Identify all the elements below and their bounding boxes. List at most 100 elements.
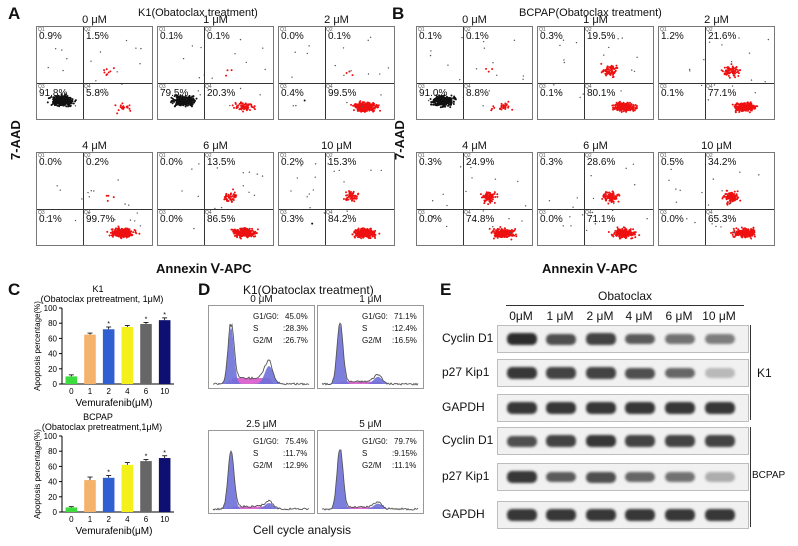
flow-dot-live bbox=[192, 98, 195, 101]
flow-dot-late bbox=[611, 194, 614, 197]
flow-dot-early bbox=[138, 232, 141, 235]
flow-dot-late bbox=[613, 72, 616, 75]
flow-dot-noise bbox=[492, 226, 494, 228]
flow-dot-noise bbox=[181, 190, 183, 192]
flow-dot-early bbox=[625, 110, 628, 113]
flow-dot-noise bbox=[93, 190, 95, 192]
flow-dot-late bbox=[602, 193, 605, 196]
flow-dot-early bbox=[514, 233, 517, 236]
flow-dot-early bbox=[627, 231, 630, 234]
flow-dot-early bbox=[118, 233, 121, 236]
flow-dot-late bbox=[230, 69, 233, 72]
flow-dot-early bbox=[360, 229, 363, 232]
flow-dot-early bbox=[238, 108, 241, 111]
flow-dose-label: 0 μM bbox=[82, 14, 107, 26]
cell-cycle-dose: 5 μM bbox=[359, 419, 382, 430]
flow-dot-early bbox=[114, 230, 117, 233]
flow-dot-noise bbox=[87, 212, 90, 214]
blot-row-label: GAPDH bbox=[442, 507, 485, 521]
bar bbox=[84, 480, 96, 512]
flow-q1-tag: Q1 bbox=[418, 153, 425, 159]
flow-dot-early bbox=[625, 231, 628, 234]
flow-dot-late bbox=[103, 71, 106, 74]
flow-dot-early bbox=[235, 232, 238, 235]
flow-dot-noise bbox=[125, 39, 128, 42]
flow-dot-live bbox=[441, 105, 444, 108]
flow-dot-noise bbox=[475, 68, 478, 70]
flow-dot-early bbox=[370, 105, 373, 108]
flow-scatter bbox=[46, 179, 142, 240]
flow-dot-early bbox=[620, 102, 623, 105]
flow-dot-live bbox=[181, 100, 184, 103]
flow-gate-vertical bbox=[83, 153, 84, 245]
flow-dot-late bbox=[485, 67, 488, 70]
flow-dot-late bbox=[732, 67, 735, 70]
flow-dot-early bbox=[116, 228, 119, 231]
flow-dot-noise bbox=[380, 169, 382, 172]
blot-row-label: Cyclin D1 bbox=[442, 331, 494, 345]
bar bbox=[158, 320, 171, 384]
blot-band bbox=[665, 402, 695, 414]
flow-dot-noise bbox=[731, 85, 734, 87]
flow-dot-early bbox=[623, 235, 626, 238]
flow-dot-noise bbox=[197, 90, 200, 92]
flow-dot-late bbox=[725, 189, 728, 192]
flow-dot-noise bbox=[229, 104, 231, 107]
flow-dot-late bbox=[494, 196, 497, 199]
flow-dot-early bbox=[500, 236, 503, 239]
flow-dot-early bbox=[735, 105, 738, 108]
flow-dot-noise bbox=[191, 168, 193, 170]
blot-band bbox=[546, 509, 576, 521]
flow-dot-early bbox=[750, 231, 753, 234]
flow-dot-noise bbox=[182, 57, 185, 60]
bar-category-label: 10 bbox=[160, 387, 169, 396]
flow-dot-early bbox=[749, 105, 752, 108]
flow-dot-early bbox=[232, 106, 235, 109]
flow-dot-early bbox=[117, 109, 120, 112]
panel-b-ylabel: 7-AAD bbox=[392, 120, 407, 160]
bar bbox=[140, 461, 152, 512]
flow-dot-early bbox=[359, 232, 362, 235]
flow-dot-noise bbox=[432, 215, 434, 218]
flow-dot-early bbox=[238, 233, 241, 236]
flow-dot-noise bbox=[700, 84, 703, 87]
flow-dot-late bbox=[734, 194, 737, 197]
flow-scatter bbox=[548, 163, 648, 240]
flow-dot-early bbox=[114, 104, 117, 107]
flow-dose-label: 6 μM bbox=[203, 140, 228, 152]
flow-dot-early bbox=[621, 227, 624, 230]
flow-dot-noise bbox=[292, 105, 295, 107]
cell-cycle-stat-value: 79.7% bbox=[394, 437, 417, 446]
flow-dot-early bbox=[499, 226, 502, 229]
flow-dot-live bbox=[52, 97, 55, 100]
flow-dot-live bbox=[440, 101, 443, 104]
flow-dot-late bbox=[733, 190, 736, 193]
flow-dot-live bbox=[436, 95, 439, 98]
flow-dot-late bbox=[605, 70, 608, 73]
flow-dot-early bbox=[624, 228, 627, 231]
flow-dot-noise bbox=[88, 196, 90, 198]
flow-dot-late bbox=[234, 194, 237, 197]
flow-scatter bbox=[669, 37, 770, 114]
flow-dot-early bbox=[624, 104, 627, 107]
flow-dot-noise bbox=[522, 78, 524, 81]
flow-dot-early bbox=[622, 105, 625, 108]
flow-dot-live bbox=[60, 94, 63, 97]
flow-dot-live bbox=[441, 99, 444, 102]
flow-plot: 6 μM 0.3% 28.6% 0.0% 71.1% Q1 Q2 Q3 Q4 bbox=[537, 140, 654, 246]
flow-dot-late bbox=[726, 203, 729, 206]
flow-dot-noise bbox=[61, 49, 63, 51]
flow-dot-noise bbox=[707, 204, 710, 206]
flow-dot-live bbox=[65, 96, 68, 99]
flow-dot-noise bbox=[47, 66, 49, 69]
flow-q1-tag: Q1 bbox=[539, 27, 546, 33]
bar-y-label: Apoptosis percentage(%) bbox=[33, 301, 42, 391]
flow-dot-noise bbox=[379, 73, 381, 75]
blot-band bbox=[665, 509, 695, 521]
flow-dot-noise bbox=[95, 80, 97, 82]
flow-dot-early bbox=[239, 236, 242, 239]
flow-dot-noise bbox=[711, 223, 713, 225]
blot-band bbox=[507, 333, 537, 345]
flow-dot-noise bbox=[492, 62, 494, 64]
flow-dot-early bbox=[131, 234, 134, 237]
